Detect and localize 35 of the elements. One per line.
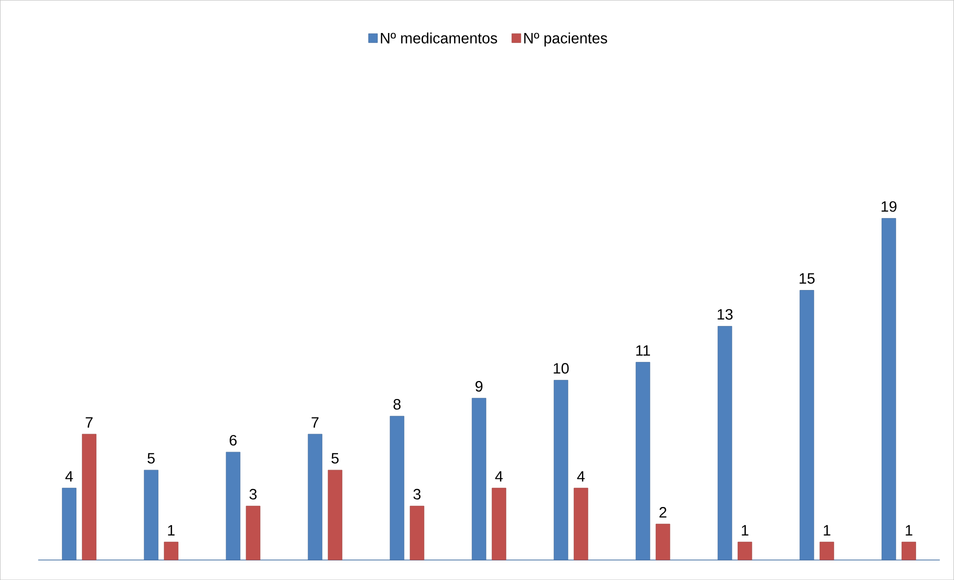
data-label: 15: [800, 273, 815, 284]
bar: [492, 488, 506, 560]
data-label: 13: [718, 309, 733, 320]
data-label: 6: [230, 434, 237, 446]
bar: [410, 506, 424, 560]
data-label: 3: [250, 488, 257, 500]
data-label: 1: [906, 525, 912, 536]
data-label: 5: [148, 453, 155, 464]
legend-label: Nº medicamentos: [380, 32, 498, 44]
bar: [246, 506, 260, 560]
bar: [82, 434, 96, 560]
data-label: 8: [394, 398, 401, 410]
data-label: 10: [554, 362, 569, 374]
bar: [574, 488, 588, 560]
bar: [902, 542, 916, 560]
bar: [738, 542, 752, 560]
bar: [820, 542, 834, 560]
data-label: 4: [577, 471, 585, 482]
data-label: 11: [636, 345, 650, 356]
data-label: 1: [824, 525, 830, 536]
data-label: 1: [168, 525, 175, 536]
data-label: 1: [742, 525, 748, 536]
bar: [328, 470, 342, 560]
data-label: 3: [413, 488, 421, 500]
bar: [164, 542, 178, 560]
data-label: 5: [331, 453, 339, 464]
data-label: 9: [476, 380, 482, 392]
data-label: 4: [495, 471, 503, 482]
data-label: 7: [86, 417, 93, 428]
data-label: 2: [660, 506, 666, 518]
legend-label: Nº pacientes: [524, 32, 608, 46]
data-label: 19: [882, 201, 896, 212]
data-label: 4: [65, 471, 73, 482]
bar: [656, 524, 670, 560]
data-label: 7: [312, 417, 318, 428]
